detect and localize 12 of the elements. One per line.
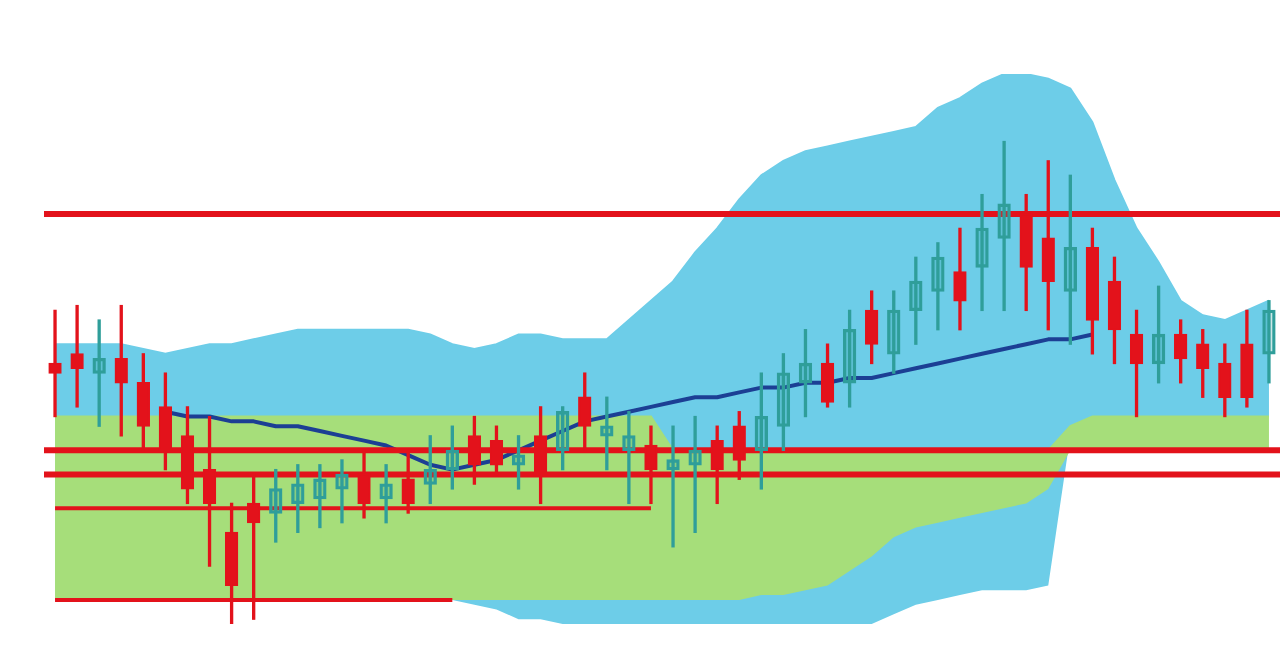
candlestick xyxy=(313,464,327,529)
candlestick xyxy=(666,425,680,548)
candlestick xyxy=(70,304,84,408)
candlestick xyxy=(379,464,393,524)
candlestick xyxy=(335,459,349,524)
candlestick xyxy=(622,411,636,505)
candlestick xyxy=(931,242,945,331)
candlestick xyxy=(975,193,989,312)
candlestick xyxy=(48,309,62,418)
candlestick xyxy=(997,140,1011,312)
candlestick xyxy=(688,415,702,533)
candlestick xyxy=(1262,300,1276,384)
